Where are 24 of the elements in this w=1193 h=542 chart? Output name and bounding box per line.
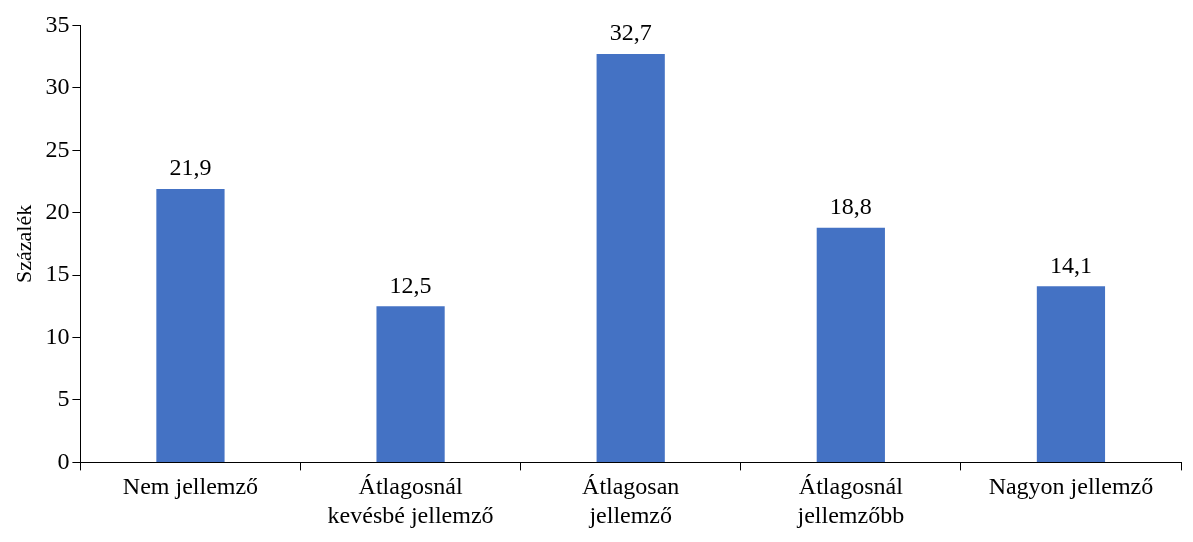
x-tick-label: Nem jellemző xyxy=(122,473,259,500)
y-tick-label: 35 xyxy=(45,10,70,37)
y-tick-label: 25 xyxy=(45,135,70,162)
y-tick-label: 10 xyxy=(45,322,70,349)
x-tick-label: Átlagosan jellemző xyxy=(582,473,680,528)
y-tick-label: 20 xyxy=(45,197,70,224)
y-tick-label: 15 xyxy=(45,260,70,287)
data-label: 32,7 xyxy=(609,19,652,46)
y-tick-label: 30 xyxy=(45,73,70,100)
bar xyxy=(596,54,665,462)
data-label: 14,1 xyxy=(1049,251,1092,278)
data-label: 18,8 xyxy=(829,192,872,219)
bar xyxy=(376,306,445,462)
y-tick-label: 0 xyxy=(57,447,70,474)
y-axis-title: Százalék xyxy=(10,204,36,283)
y-tick-label: 5 xyxy=(57,385,70,412)
x-tick-label: Nagyon jellemző xyxy=(988,473,1154,500)
data-label: 12,5 xyxy=(389,271,432,298)
x-tick-label: Átlagosnál kevésbé jellemző xyxy=(327,473,494,528)
data-label: 21,9 xyxy=(169,154,212,181)
bar xyxy=(156,188,225,462)
x-tick-label: Átlagosnál jellemzőbb xyxy=(796,473,905,528)
bar xyxy=(816,227,885,462)
bar xyxy=(1036,286,1106,462)
